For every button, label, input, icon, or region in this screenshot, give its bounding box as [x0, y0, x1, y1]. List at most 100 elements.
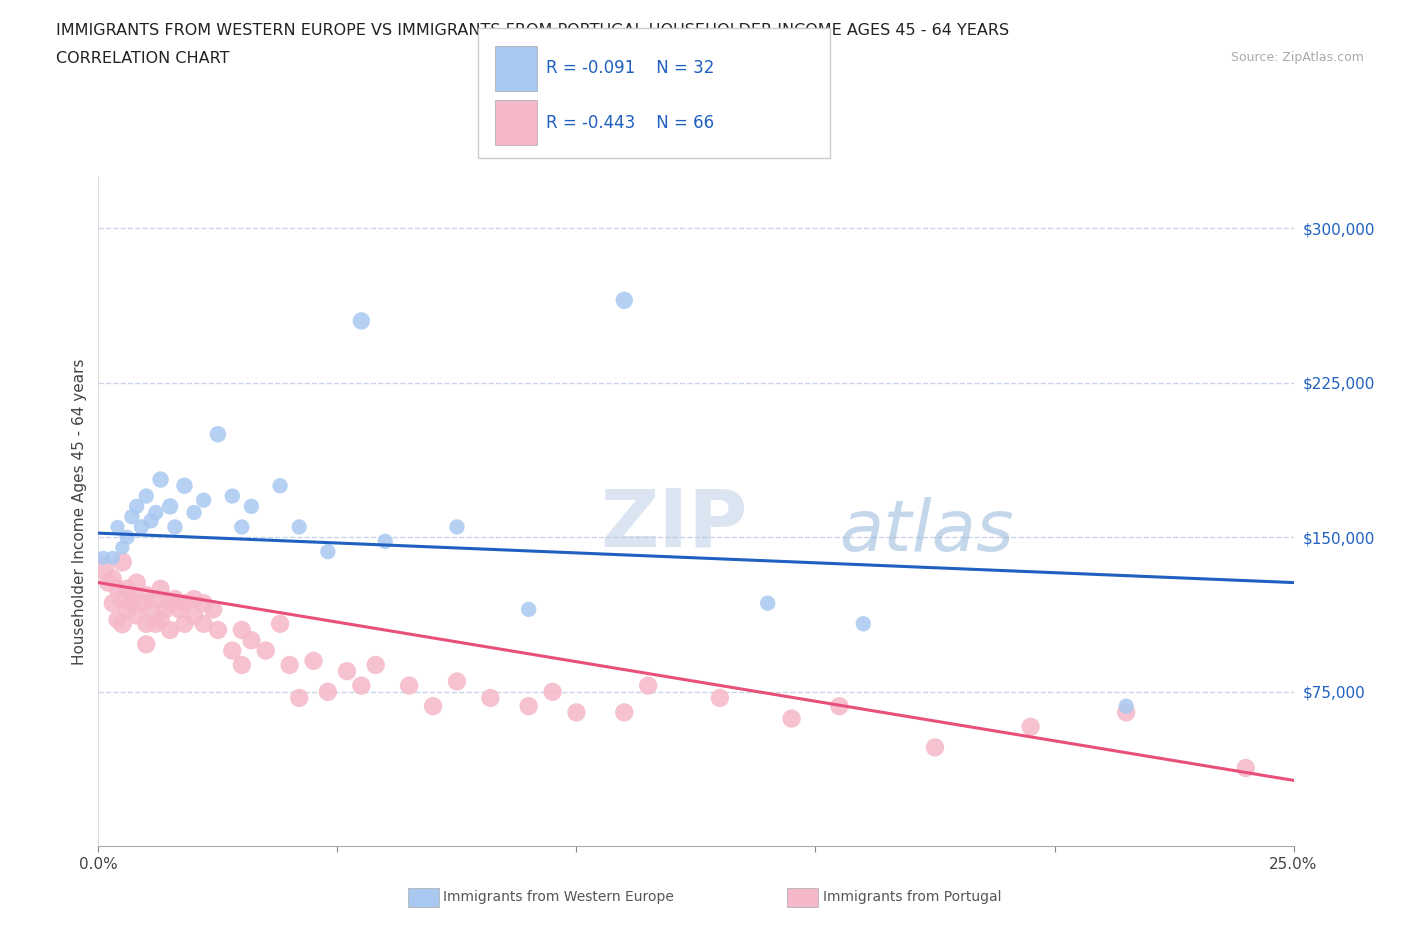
Point — [1115, 705, 1137, 720]
Point — [302, 654, 325, 669]
Point — [125, 498, 148, 513]
Point — [115, 530, 138, 545]
Point — [231, 520, 253, 535]
Point — [131, 520, 153, 535]
Point — [269, 478, 291, 493]
Point — [613, 705, 636, 720]
Point — [278, 658, 301, 672]
Point — [173, 596, 195, 611]
Point — [924, 740, 946, 755]
Point — [149, 472, 172, 487]
Point — [135, 637, 157, 652]
Point — [193, 596, 215, 611]
Point — [517, 698, 540, 713]
Point — [422, 698, 444, 713]
Point — [613, 293, 636, 308]
Point — [756, 596, 779, 611]
Point — [240, 632, 263, 647]
Text: R = -0.443    N = 66: R = -0.443 N = 66 — [546, 113, 714, 132]
Point — [173, 478, 195, 493]
Point — [316, 684, 339, 699]
Text: CORRELATION CHART: CORRELATION CHART — [56, 51, 229, 66]
Point — [446, 674, 468, 689]
Point — [1019, 720, 1042, 735]
Point — [163, 520, 186, 535]
Point — [288, 690, 311, 705]
Point — [207, 427, 229, 442]
Point — [374, 534, 396, 549]
Point — [193, 493, 215, 508]
Point — [155, 602, 177, 617]
Point — [398, 678, 420, 693]
Point — [193, 617, 215, 631]
Text: Immigrants from Western Europe: Immigrants from Western Europe — [443, 890, 673, 905]
Point — [101, 551, 124, 565]
Point — [202, 602, 225, 617]
Point — [135, 488, 157, 503]
Point — [852, 617, 875, 631]
Point — [149, 612, 172, 627]
Point — [121, 596, 143, 611]
Point — [125, 575, 148, 590]
Point — [541, 684, 564, 699]
Point — [91, 561, 114, 576]
Point — [107, 612, 129, 627]
Point — [145, 617, 167, 631]
Point — [269, 617, 291, 631]
Point — [111, 540, 134, 555]
Point — [446, 520, 468, 535]
Point — [139, 602, 162, 617]
Point — [240, 498, 263, 513]
Point — [183, 608, 205, 623]
Point — [115, 602, 138, 617]
Point — [517, 602, 540, 617]
Point — [1234, 761, 1257, 776]
Point — [131, 596, 153, 611]
Point — [97, 575, 120, 590]
Point — [231, 658, 253, 672]
Point — [111, 591, 134, 606]
Point — [145, 505, 167, 520]
Point — [135, 617, 157, 631]
Point — [183, 591, 205, 606]
Point — [183, 505, 205, 520]
Point — [115, 581, 138, 596]
Point — [316, 544, 339, 559]
Point — [828, 698, 851, 713]
Point — [163, 591, 186, 606]
Point — [169, 602, 191, 617]
Point — [121, 591, 143, 606]
Point — [149, 581, 172, 596]
Point — [231, 622, 253, 637]
Point — [288, 520, 311, 535]
Point — [139, 513, 162, 528]
Point — [111, 617, 134, 631]
Point — [350, 678, 373, 693]
Point — [709, 690, 731, 705]
Point — [350, 313, 373, 328]
Text: ZIP: ZIP — [600, 485, 748, 564]
Point — [207, 622, 229, 637]
Point — [101, 571, 124, 586]
Point — [135, 588, 157, 603]
Y-axis label: Householder Income Ages 45 - 64 years: Householder Income Ages 45 - 64 years — [72, 358, 87, 665]
Text: atlas: atlas — [839, 498, 1014, 566]
Point — [565, 705, 588, 720]
Point — [221, 488, 243, 503]
Point — [125, 608, 148, 623]
Point — [159, 596, 181, 611]
Point — [91, 551, 114, 565]
Point — [780, 711, 803, 726]
Point — [159, 622, 181, 637]
Point — [364, 658, 387, 672]
Text: Immigrants from Portugal: Immigrants from Portugal — [823, 890, 1001, 905]
Point — [121, 510, 143, 525]
Point — [479, 690, 502, 705]
Point — [336, 664, 359, 679]
Point — [107, 581, 129, 596]
Point — [221, 644, 243, 658]
Point — [101, 596, 124, 611]
Text: R = -0.091    N = 32: R = -0.091 N = 32 — [546, 59, 714, 77]
Text: Source: ZipAtlas.com: Source: ZipAtlas.com — [1230, 51, 1364, 64]
Point — [173, 617, 195, 631]
